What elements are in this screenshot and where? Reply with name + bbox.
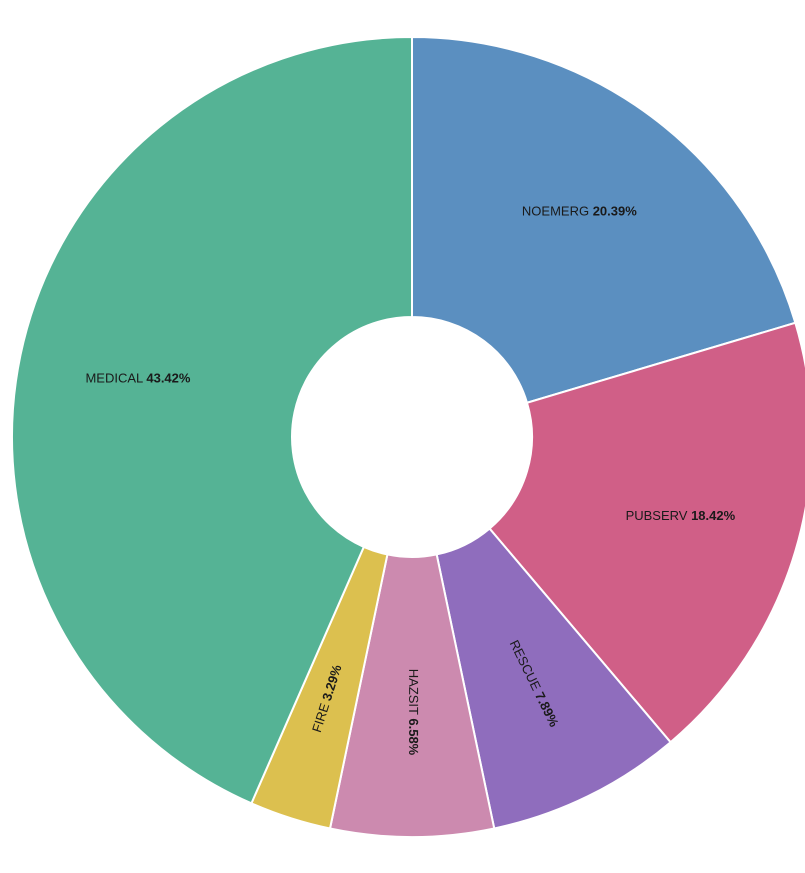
- slice-percent: 20.39%: [593, 204, 638, 219]
- slice-medical[interactable]: [10, 35, 413, 805]
- slice-name: PUBSERV: [626, 508, 692, 523]
- slice-percent: 6.58%: [406, 718, 421, 755]
- slice-label-noemerg: NOEMERG 20.39%: [522, 204, 637, 219]
- slice-label-pubserv: PUBSERV 18.42%: [626, 508, 736, 523]
- slice-name: MEDICAL: [85, 371, 146, 386]
- slice-noemerg[interactable]: [411, 35, 797, 404]
- slice-pubserv[interactable]: [488, 321, 805, 744]
- slice-name: HAZSIT: [406, 669, 421, 719]
- slices-group: [10, 35, 805, 838]
- slice-name: NOEMERG: [522, 204, 593, 219]
- slice-label-medical: MEDICAL 43.42%: [85, 371, 190, 386]
- slice-rescue[interactable]: [435, 527, 672, 830]
- slice-percent: 43.42%: [146, 371, 191, 386]
- slice-label-hazsit: HAZSIT 6.58%: [406, 669, 421, 756]
- slice-percent: 18.42%: [691, 508, 736, 523]
